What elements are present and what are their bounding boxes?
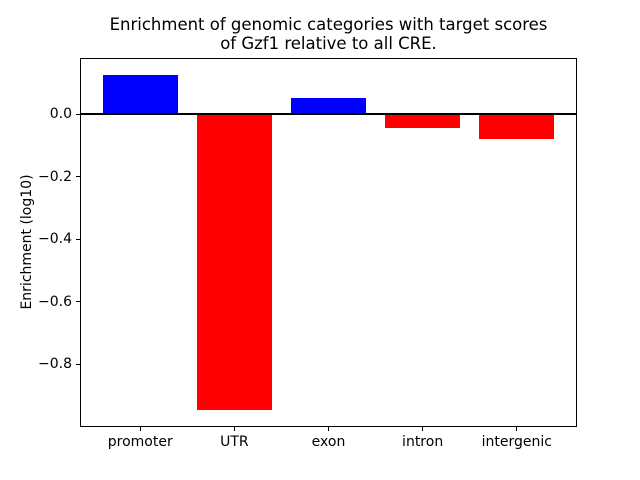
y-tick-label: −0.2 [38, 168, 72, 185]
y-tick-label: −0.8 [38, 356, 72, 373]
y-tick-label: −0.4 [38, 231, 72, 248]
y-tick-mark [76, 176, 80, 178]
bar-UTR [196, 114, 273, 411]
y-tick-mark [76, 113, 80, 115]
zero-baseline [80, 113, 577, 116]
x-tick-label-intron: intron [402, 434, 444, 450]
x-tick-mark [233, 427, 235, 431]
y-tick-mark [76, 363, 80, 365]
x-tick-label-intergenic: intergenic [481, 434, 552, 450]
x-tick-mark [422, 427, 424, 431]
y-tick-mark [76, 238, 80, 240]
bar-intergenic [479, 114, 555, 139]
bar-intron [384, 114, 461, 128]
x-tick-label-promoter: promoter [107, 434, 173, 450]
y-tick-label: 0.0 [49, 106, 72, 123]
bar-exon [290, 97, 367, 115]
x-tick-label-UTR: UTR [220, 434, 249, 450]
chart-title: Enrichment of genomic categories with ta… [109, 15, 548, 54]
y-tick-mark [76, 301, 80, 303]
x-tick-mark [516, 427, 518, 431]
x-tick-mark [139, 427, 141, 431]
bars-layer [80, 58, 577, 427]
x-tick-label-exon: exon [311, 434, 346, 450]
bar-promoter [102, 74, 178, 115]
y-axis-label: Enrichment (log10) [19, 174, 35, 310]
y-tick-label: −0.6 [38, 293, 72, 310]
plot-area: promoter UTR exon intron intergenic 0.0 −0.2 −0… [38, 58, 577, 450]
x-tick-mark [328, 427, 329, 431]
